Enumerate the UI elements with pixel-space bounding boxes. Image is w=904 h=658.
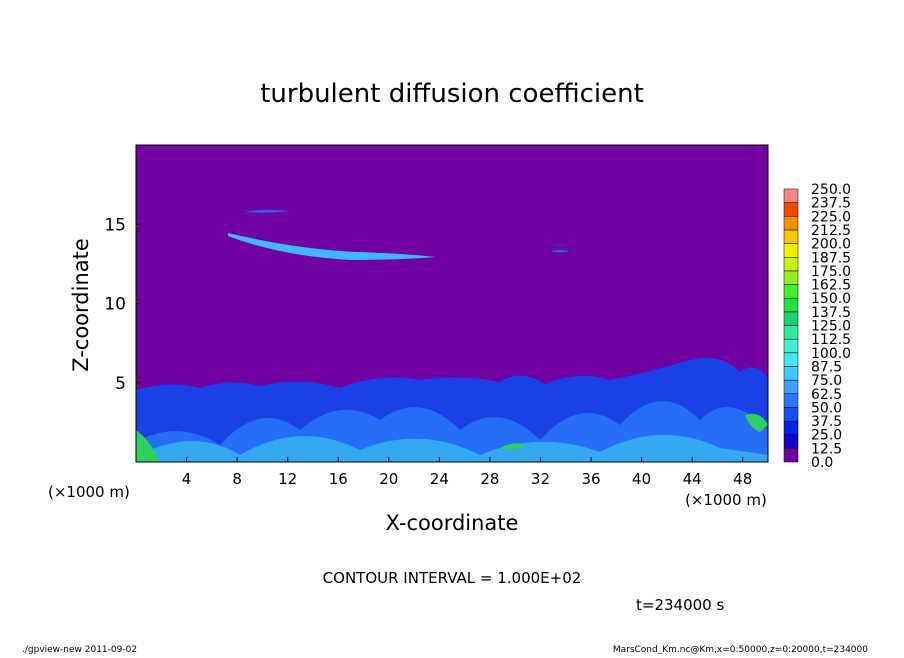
colorbar-swatch [783,420,799,435]
colorbar-label: 225.0 [811,209,851,225]
colorbar-label: 100.0 [811,346,851,362]
x-tick-label: 16 [329,470,348,488]
colorbar-label: 25.0 [811,428,842,444]
colorbar-label: 62.5 [811,387,842,403]
time-label: t=234000 s [636,596,724,614]
colorbar-swatch [783,338,799,354]
x-unit: (×1000 m) [685,491,767,509]
colorbar-swatch [783,188,799,203]
colorbar-label: 12.5 [811,441,842,457]
colorbar-label: 50.0 [811,400,842,416]
colorbar-label: 112.5 [811,332,851,348]
colorbar-label: 0.0 [811,455,833,471]
colorbar-swatch [783,407,799,422]
x-tick-label: 8 [232,470,242,488]
contour-interval: CONTOUR INTERVAL = 1.000E+02 [323,569,582,587]
colorbar-swatch [783,434,799,449]
colorbar-swatch [783,257,799,272]
y-axis-label: Z-coordinate [69,238,93,372]
colorbar-label: 212.5 [811,223,851,239]
field [136,145,768,462]
colorbar-label: 200.0 [811,237,851,253]
colorbar-label: 75.0 [811,373,842,389]
colorbar-swatch [783,325,799,340]
chart-title: turbulent diffusion coefficient [260,79,644,109]
y-unit: (×1000 m) [48,483,130,501]
colorbar-label: 187.5 [811,250,851,266]
x-tick-label: 48 [733,470,752,488]
colorbar-swatch [783,448,799,463]
y-tick-label: 10 [104,295,126,315]
colorbar-label: 150.0 [811,291,851,307]
colorbar-swatch [783,243,799,258]
colorbar-swatch [783,366,799,381]
x-tick-label: 20 [379,470,398,488]
colorbar-label: 37.5 [811,414,842,430]
colorbar-swatch [783,297,799,313]
footer-right: MarsCond_Km.nc@Km,x=0:50000,z=0:20000,t=… [613,645,868,654]
colorbar-swatch [783,216,799,231]
colorbar-swatch [783,352,799,367]
x-tick-label: 36 [581,470,600,488]
x-tick-label: 40 [632,470,651,488]
colorbar-label: 250.0 [811,182,851,198]
x-tick-label: 44 [683,470,702,488]
colorbar-swatch [783,229,799,244]
x-tick-label: 28 [480,470,499,488]
colorbar-label: 125.0 [811,319,851,335]
x-axis-label: X-coordinate [386,511,519,535]
colorbar-swatch [783,270,799,285]
footer-left: ./gpview-new 2011-09-02 [22,645,137,654]
y-tick-label: 15 [104,215,126,235]
colorbar-label: 237.5 [811,196,851,212]
x-tick-label: 4 [182,470,192,488]
colorbar-swatch [783,202,799,217]
colorbar-swatch [783,284,799,299]
colorbar-label: 87.5 [811,359,842,375]
colorbar-label: 175.0 [811,264,851,280]
colorbar-label: 162.5 [811,278,851,294]
x-tick-label: 32 [531,470,550,488]
colorbar-swatch [783,379,799,395]
x-tick-label: 24 [430,470,449,488]
colorbar-swatch [783,393,799,408]
colorbar-swatch [783,311,799,326]
x-tick-label: 12 [278,470,297,488]
colorbar-label: 137.5 [811,305,851,321]
y-tick-label: 5 [115,374,126,394]
